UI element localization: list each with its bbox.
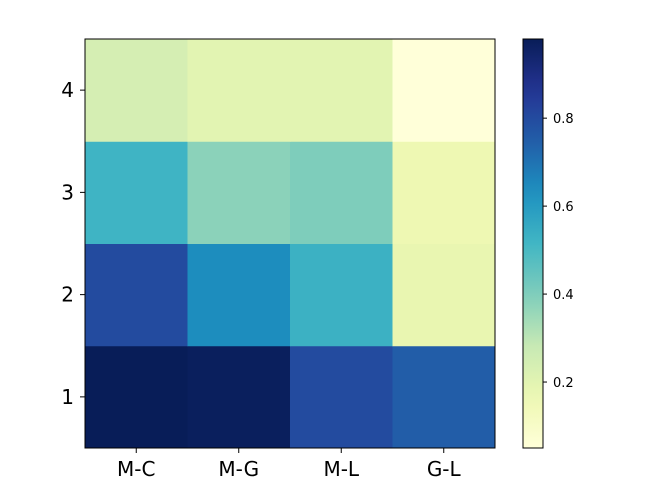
heatmap-cell-3-M-G [187,141,291,244]
x-tick-label: G-L [427,457,462,481]
heatmap-cell-3-M-C [85,141,188,244]
heatmap-cell-3-M-L [290,141,393,244]
heatmap-cells [85,39,496,449]
heatmap-cell-4-G-L [392,39,496,142]
heatmap-cell-4-M-C [85,39,188,142]
heatmap-cell-2-M-C [85,243,188,347]
heatmap-cell-3-G-L [392,141,496,244]
plot-frame [84,38,496,449]
colorbar-tick-label: 0.8 [553,112,574,127]
colorbar-tick-label: 0.6 [553,200,574,215]
heatmap-cell-1-M-C [85,345,188,449]
y-tick-label: 4 [61,78,74,102]
heatmap-cell-4-M-G [187,39,291,142]
y-tick-label: 1 [61,385,74,409]
y-tick-label: 3 [61,180,74,204]
x-tick-label: M-G [218,457,259,481]
colorbar-axis: 0.2 0.4 0.6 0.8 [543,112,574,391]
colorbar [522,38,544,449]
heatmap-cell-1-G-L [392,345,496,449]
y-axis: 1 2 3 4 [61,78,85,409]
x-tick-label: M-C [117,457,155,481]
colorbar-tick-label: 0.4 [553,288,574,303]
heatmap-cell-2-M-L [290,243,393,347]
heatmap-cell-1-M-L [290,345,393,449]
heatmap-cell-2-M-G [187,243,291,347]
x-tick-label: M-L [323,457,359,481]
y-tick-label: 2 [61,283,74,307]
heatmap-cell-1-M-G [187,345,291,449]
heatmap-cell-2-G-L [392,243,496,347]
heatmap-cell-4-M-L [290,39,393,142]
x-axis: M-C M-G M-L G-L [117,448,462,481]
colorbar-tick-label: 0.2 [553,376,574,391]
